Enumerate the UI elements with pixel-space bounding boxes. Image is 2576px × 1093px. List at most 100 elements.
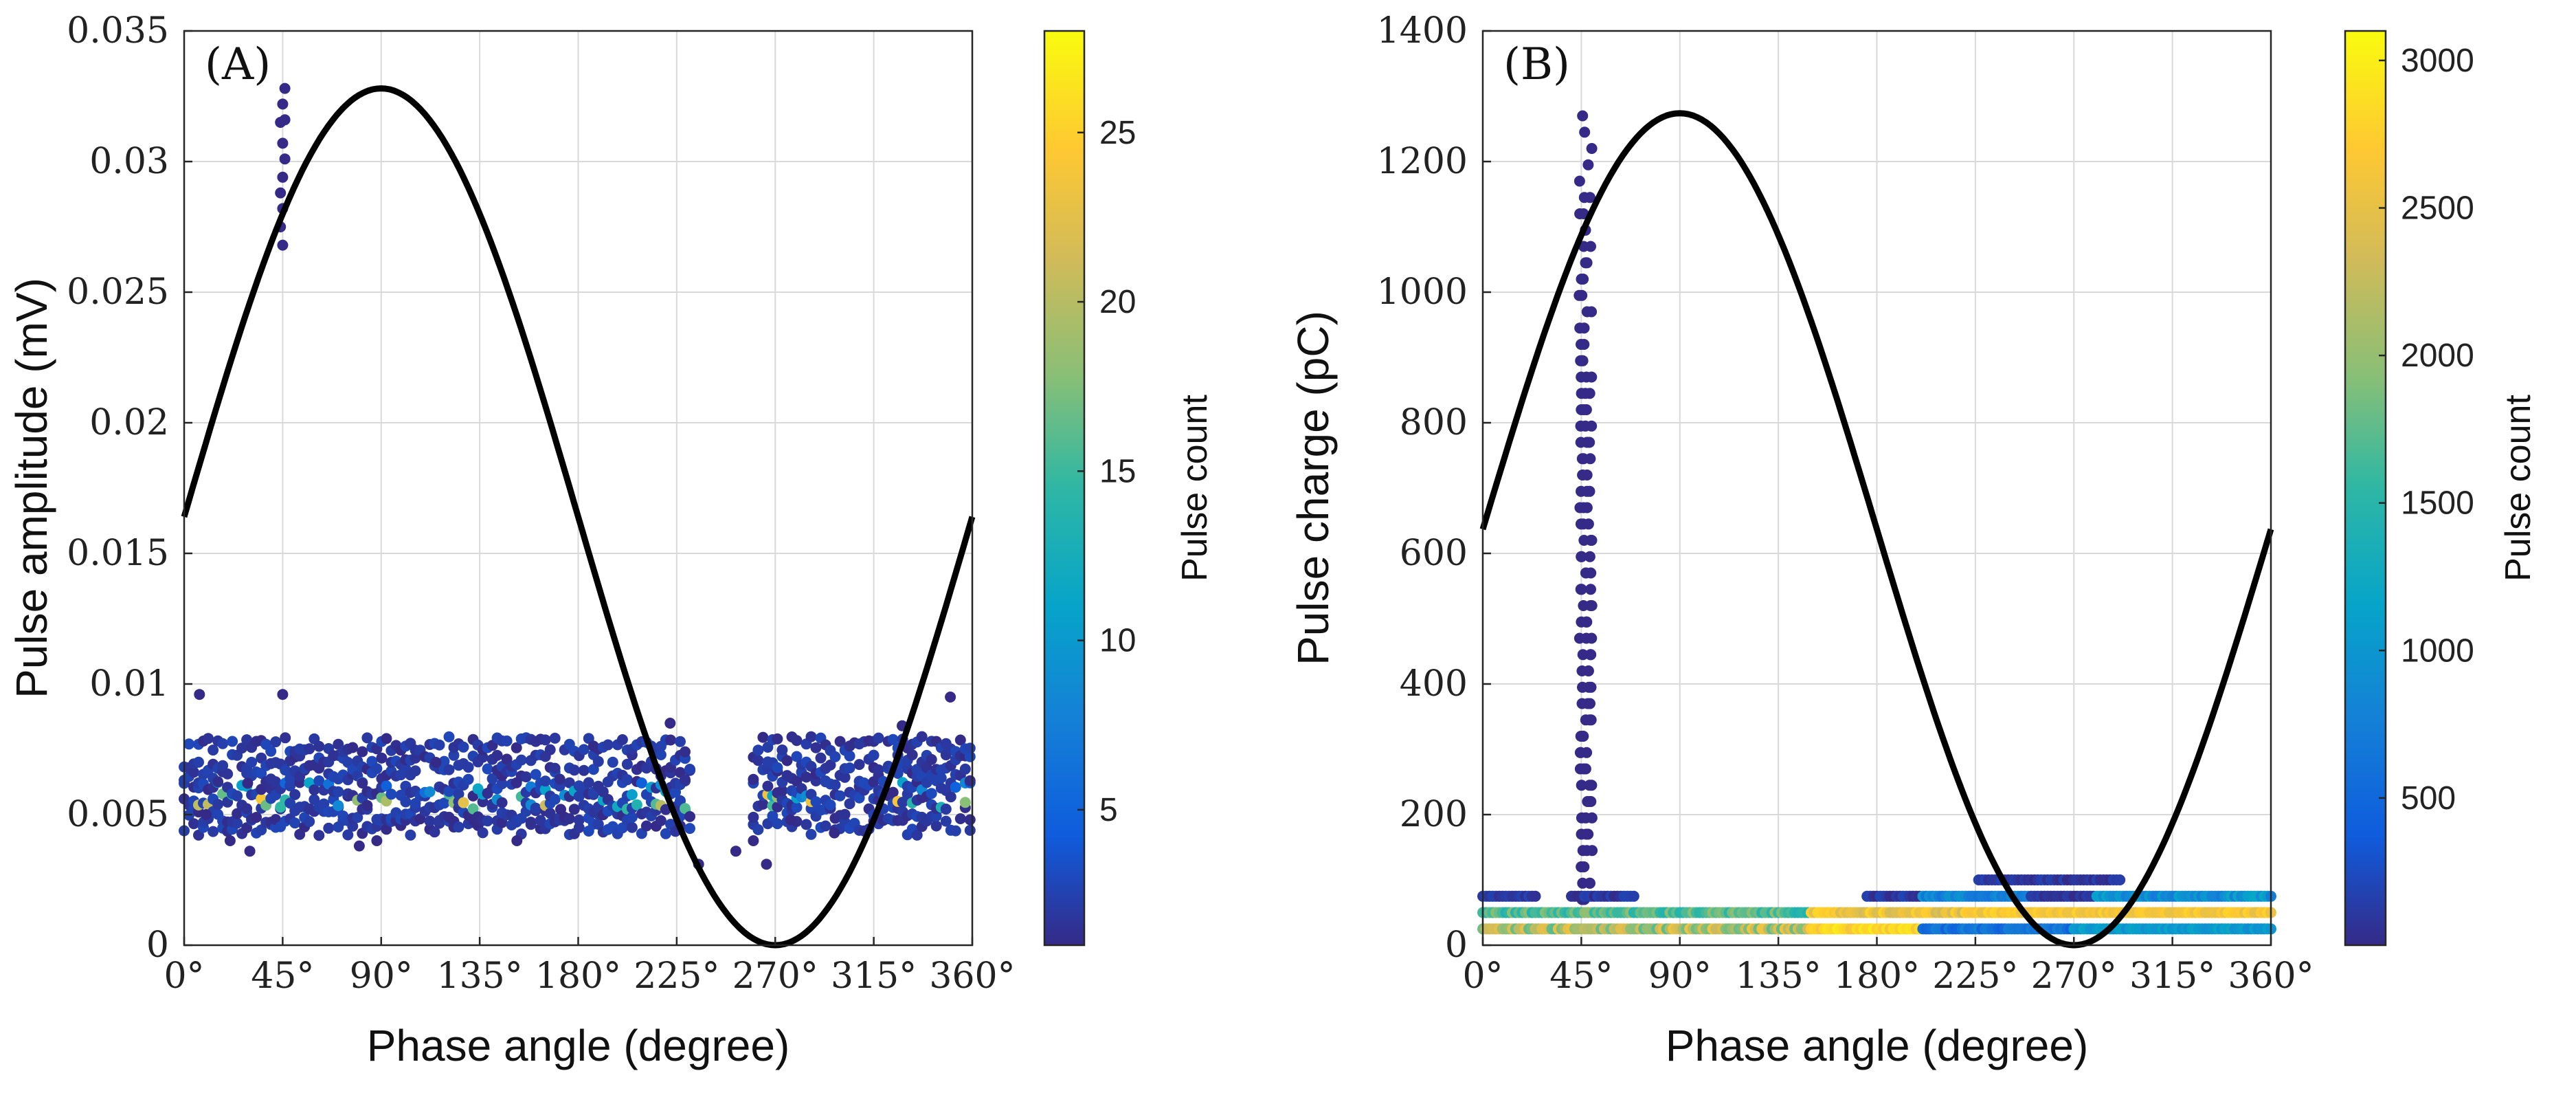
data-point <box>578 764 590 776</box>
data-point <box>277 171 289 183</box>
data-point <box>820 820 831 832</box>
colorbar-tick-label: 2000 <box>2401 338 2474 374</box>
x-tick-label: 315° <box>2129 956 2215 997</box>
data-point <box>1573 175 1585 187</box>
data-point <box>583 777 594 788</box>
data-point <box>640 820 652 832</box>
data-point <box>482 815 493 827</box>
data-point <box>825 759 836 771</box>
data-point <box>200 809 212 820</box>
colorbar-tick-label: 25 <box>1099 115 1136 151</box>
data-point <box>1576 355 1588 366</box>
data-point <box>212 776 224 788</box>
data-point <box>757 731 769 743</box>
data-point <box>844 750 855 762</box>
data-point <box>424 786 436 797</box>
data-point <box>578 744 590 755</box>
panel-b-sine-curve <box>1479 110 2274 949</box>
data-point <box>563 813 575 824</box>
data-point <box>347 742 359 753</box>
data-point <box>1578 192 1590 203</box>
data-point <box>926 788 937 799</box>
x-tick-label: 225° <box>634 956 719 997</box>
data-point <box>224 835 236 846</box>
data-point <box>873 732 884 744</box>
data-point <box>568 804 580 815</box>
data-point <box>844 762 855 774</box>
data-point <box>1576 665 1588 676</box>
colorbar-tick-label: 10 <box>1099 623 1136 659</box>
panel-a-y-ticks: 0 0.005 0.01 0.015 0.02 0.025 0.03 0.035 <box>67 10 192 966</box>
data-point <box>410 765 421 777</box>
data-point <box>453 821 464 833</box>
panel-a-colorbar-ticks: 5 10 15 20 25 <box>1077 115 1136 828</box>
data-point <box>607 756 618 768</box>
data-point <box>1576 861 1587 872</box>
panel-b-points <box>1477 110 2276 935</box>
data-point <box>520 771 532 783</box>
data-point <box>381 780 392 792</box>
data-point <box>477 827 489 839</box>
data-point <box>1584 551 1595 562</box>
panel-a: 0° 45° 90° 135° 180° 225° 270° 315° 360° 00.0050… <box>7 10 1215 1070</box>
data-point <box>839 771 851 783</box>
data-point <box>277 137 289 149</box>
data-point <box>352 812 363 824</box>
panel-b-colorbar-ticks: 500 1000 1500 2000 2500 3000 <box>2379 43 2474 817</box>
y-tick-label: 0.015 <box>67 533 169 574</box>
data-point <box>791 802 803 813</box>
data-point <box>762 780 774 792</box>
x-tick-label: 135° <box>436 956 522 997</box>
data-point <box>313 775 325 786</box>
data-point <box>945 791 956 803</box>
data-point <box>776 744 788 755</box>
data-point <box>748 811 759 823</box>
colorbar-tick-label: 1500 <box>2401 485 2474 522</box>
data-point <box>930 820 942 832</box>
data-point <box>1577 110 1589 122</box>
data-point <box>438 797 450 809</box>
data-point <box>655 749 667 760</box>
data-point <box>930 810 942 822</box>
data-point <box>1576 485 1587 497</box>
panel-b-x-ticks: 0° 45° 90° 135° 180° 225° 270° 315° 360° <box>1462 937 2314 997</box>
data-point <box>684 764 695 775</box>
data-point <box>203 733 214 744</box>
data-point <box>1576 339 1587 350</box>
data-point <box>270 736 282 748</box>
data-point <box>1582 698 1593 709</box>
data-point <box>1585 649 1597 661</box>
data-point <box>1585 584 1596 595</box>
data-point <box>1581 502 1593 514</box>
x-tick-label: 0° <box>1462 956 1503 997</box>
data-point <box>1581 437 1593 448</box>
data-point <box>684 810 695 822</box>
data-point <box>318 798 330 810</box>
y-tick-label: 0.02 <box>89 402 169 443</box>
data-point <box>730 846 741 857</box>
y-tick-label: 0.03 <box>89 141 169 182</box>
data-point <box>357 746 368 758</box>
panel-b-x-axis-label: Phase angle (degree) <box>1666 1021 2089 1070</box>
data-point <box>950 782 961 793</box>
data-point <box>805 731 817 742</box>
data-point <box>1584 388 1595 399</box>
data-point <box>227 736 238 747</box>
data-point <box>1578 763 1589 775</box>
data-point <box>853 759 865 771</box>
panel-b-colorbar <box>2344 30 2387 947</box>
data-point <box>660 828 671 839</box>
data-point <box>1585 714 1597 726</box>
x-tick-label: 180° <box>1834 956 1920 997</box>
data-point <box>785 814 796 826</box>
data-point <box>964 775 976 786</box>
data-point <box>655 815 667 826</box>
x-tick-label: 0° <box>164 956 204 997</box>
y-tick-label: 400 <box>1400 663 1468 705</box>
data-point <box>251 812 262 823</box>
y-tick-label: 0.025 <box>67 272 169 313</box>
data-point <box>964 742 976 754</box>
data-point <box>829 827 840 839</box>
data-point <box>554 773 565 785</box>
data-point <box>1576 289 1588 301</box>
